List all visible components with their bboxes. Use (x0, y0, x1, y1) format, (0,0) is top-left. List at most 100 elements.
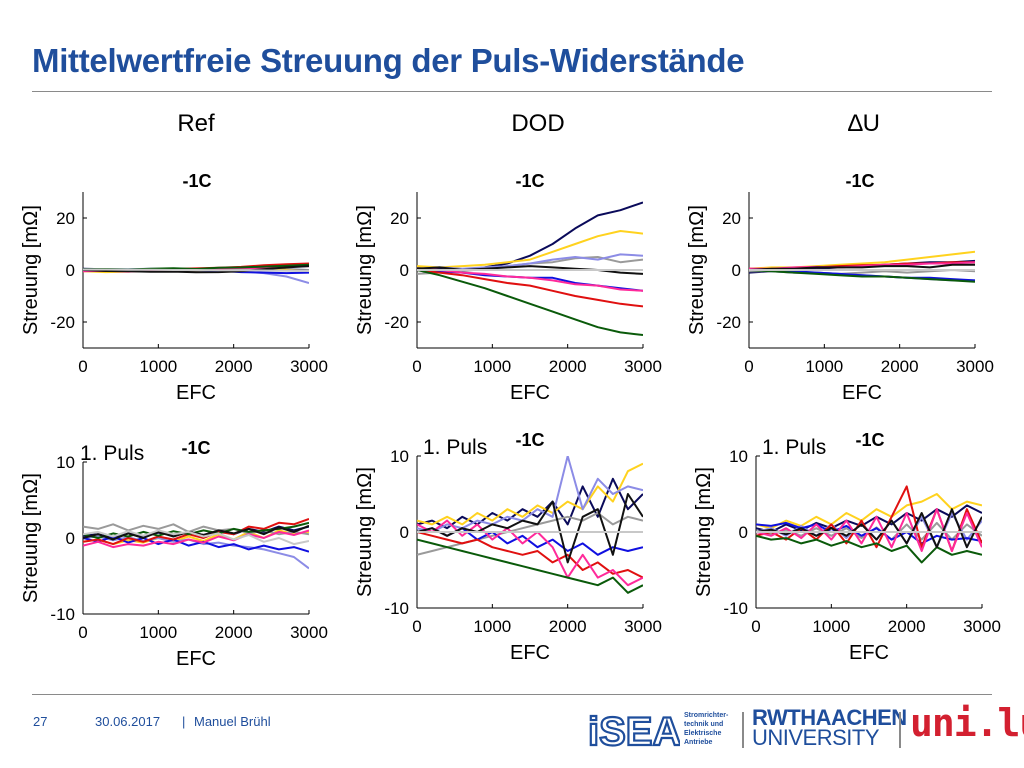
x-tick-label: 0 (412, 617, 421, 636)
y-tick-label: -20 (716, 313, 741, 332)
column-header-delta-u: ∆U (847, 110, 880, 137)
series-line (417, 456, 643, 533)
series-line (83, 535, 309, 553)
x-tick-label: 3000 (956, 357, 994, 376)
x-axis-label: EFC (176, 648, 216, 670)
footer-date: 30.06.2017 (95, 714, 161, 729)
x-axis-label: EFC (510, 382, 550, 404)
series-group (417, 456, 643, 594)
series-line (417, 519, 643, 587)
x-tick-label: 1000 (812, 617, 850, 636)
x-tick-label: 2000 (215, 623, 253, 642)
y-axis-label: Streuung [mΩ] (686, 205, 708, 335)
chart-title: -1C (181, 438, 210, 458)
isea-subtitle-line: technik und (684, 721, 724, 728)
x-tick-label: 2000 (888, 617, 926, 636)
footer-divider (32, 694, 992, 695)
x-tick-label: 2000 (215, 357, 253, 376)
chart-title: -1C (182, 171, 211, 191)
isea-subtitle-line: Elektrische (684, 730, 722, 737)
series-line (417, 267, 643, 292)
x-tick-label: 0 (744, 357, 753, 376)
x-axis-label: EFC (842, 382, 882, 404)
series-line (417, 269, 643, 308)
series-group (749, 250, 975, 283)
rwth-logo-top: RWTHAACHEN (752, 705, 907, 730)
y-tick-label: 10 (729, 447, 748, 466)
y-tick-label: 0 (400, 523, 409, 542)
logo-separator (899, 712, 901, 748)
chart-panel-1: 20 0 -20 0 1000 2000 3000 EFC Streuung [mΩ] -1C (20, 171, 328, 404)
isea-subtitle: Stromrichter- technik und Elektrische An… (684, 711, 728, 747)
x-tick-label: 1000 (473, 617, 511, 636)
x-axis-label: EFC (510, 642, 550, 664)
series-line (83, 529, 309, 549)
y-tick-label: -10 (50, 605, 75, 624)
series-line (749, 263, 975, 271)
series-group (417, 201, 643, 336)
x-tick-label: 3000 (624, 617, 662, 636)
x-tick-label: 0 (78, 357, 87, 376)
y-tick-label: 0 (66, 529, 75, 548)
footer-separator: | (182, 714, 186, 729)
y-tick-label: 10 (390, 447, 409, 466)
chart-title: -1C (515, 171, 544, 191)
series-line (749, 269, 975, 283)
chart-annotation: 1. Puls (80, 442, 144, 465)
y-tick-label: 0 (400, 261, 409, 280)
series-line (756, 504, 982, 533)
x-axis-label: EFC (176, 382, 216, 404)
chart-panel-2: 20 0 -20 0 1000 2000 3000 EFC Streuung [mΩ] -1C (354, 171, 662, 404)
series-line (83, 265, 309, 274)
y-tick-label: 10 (56, 453, 75, 472)
isea-logo: iSEA (588, 709, 680, 751)
x-tick-label: 3000 (624, 357, 662, 376)
x-tick-label: 3000 (290, 623, 328, 642)
y-tick-label: -10 (723, 599, 748, 618)
x-tick-label: 1000 (139, 357, 177, 376)
page-number: 27 (33, 714, 48, 729)
y-tick-label: -20 (384, 313, 409, 332)
y-tick-label: 20 (56, 209, 75, 228)
chart-title: -1C (515, 430, 544, 450)
rwth-logo: RWTHAACHEN UNIVERSITY (752, 705, 907, 749)
x-tick-label: 0 (751, 617, 760, 636)
series-group (83, 262, 309, 284)
y-tick-label: 20 (390, 209, 409, 228)
series-line (417, 531, 643, 579)
isea-subtitle-line: Stromrichter- (684, 712, 729, 719)
y-tick-label: 0 (732, 261, 741, 280)
series-line (417, 538, 643, 594)
x-axis-label: EFC (849, 642, 889, 664)
series-line (417, 462, 643, 526)
series-line (417, 512, 643, 556)
series-group (756, 485, 982, 564)
y-tick-label: -10 (384, 599, 409, 618)
series-line (83, 521, 309, 539)
series-line (417, 477, 643, 530)
x-tick-label: 1000 (139, 623, 177, 642)
chart-annotation: 1. Puls (762, 436, 826, 459)
x-tick-label: 1000 (473, 357, 511, 376)
series-line (83, 518, 309, 546)
series-line (756, 534, 982, 564)
chart-annotation: 1. Puls (423, 436, 487, 459)
y-tick-label: -20 (50, 313, 75, 332)
y-tick-label: 0 (66, 261, 75, 280)
x-tick-label: 0 (412, 357, 421, 376)
x-tick-label: 0 (78, 623, 87, 642)
unilu-logo: uni.lu (910, 701, 1024, 745)
column-header-ref: Ref (177, 110, 215, 137)
isea-logo-text: iSEA (588, 710, 680, 751)
chart-title: -1C (845, 171, 874, 191)
y-axis-label: Streuung [mΩ] (693, 467, 715, 597)
series-line (417, 269, 643, 336)
column-header-dod: DOD (511, 110, 565, 137)
y-axis-label: Streuung [mΩ] (354, 467, 376, 597)
series-line (756, 493, 982, 530)
x-tick-label: 2000 (549, 617, 587, 636)
